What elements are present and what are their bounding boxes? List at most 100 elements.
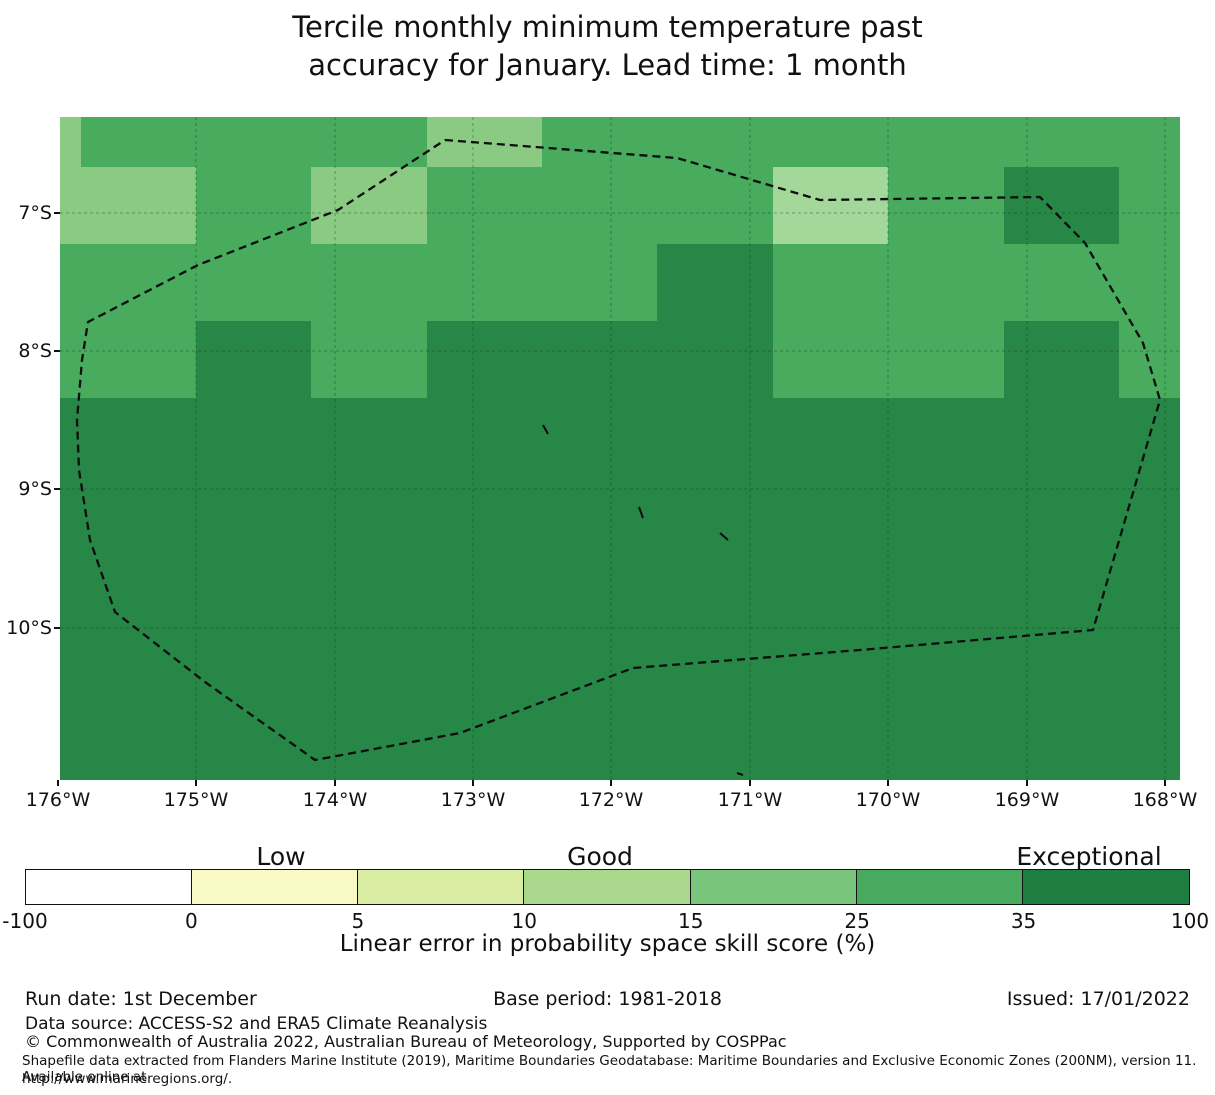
map-cell — [81, 551, 196, 628]
map-overlay — [60, 117, 1180, 780]
map-cell — [81, 398, 196, 474]
map-cell — [542, 117, 657, 167]
data-source-text: Data source: ACCESS-S2 and ERA5 Climate … — [25, 1014, 488, 1034]
map-cell — [427, 398, 542, 474]
colorbar-segment — [690, 870, 857, 904]
map-cell — [196, 321, 311, 398]
colorbar-segment — [856, 870, 1023, 904]
map-cell — [81, 167, 196, 244]
map-cell — [81, 474, 196, 551]
map-cell — [311, 244, 427, 321]
map-cell — [657, 117, 773, 167]
map-cell — [60, 117, 81, 167]
eez-boundary-line — [75, 138, 1162, 762]
map-cell — [542, 167, 657, 244]
map-cell — [427, 321, 542, 398]
map-cell — [657, 628, 773, 705]
colorbar-tick-label: 35 — [1010, 909, 1037, 933]
map-cell — [657, 705, 773, 780]
map-cell — [1004, 117, 1119, 167]
x-tick-label: 170°W — [855, 789, 921, 811]
island-coastline-mark — [719, 532, 729, 541]
map-cell — [196, 628, 311, 705]
map-cell — [311, 117, 427, 167]
x-tick-label: 174°W — [302, 789, 368, 811]
map-cell — [196, 167, 311, 244]
map-cell — [311, 705, 427, 780]
map-cell — [427, 705, 542, 780]
map-cell — [1004, 167, 1119, 244]
x-tick-label: 172°W — [578, 789, 644, 811]
map-cell — [1004, 244, 1119, 321]
map-cell — [888, 551, 1004, 628]
skill-map — [60, 117, 1180, 780]
x-tick-label: 175°W — [163, 789, 229, 811]
colorbar-category-label: Exceptional — [1016, 842, 1162, 871]
x-tick-label: 168°W — [1132, 789, 1198, 811]
map-cell — [60, 628, 81, 705]
map-cell — [773, 117, 888, 167]
colorbar — [25, 869, 1190, 905]
map-cell — [427, 628, 542, 705]
map-cell — [888, 321, 1004, 398]
map-cell — [1004, 628, 1119, 705]
colorbar-segment — [524, 870, 691, 904]
map-cell — [657, 321, 773, 398]
map-cell — [773, 551, 888, 628]
y-tick-label: 9°S — [18, 478, 52, 500]
map-cell — [427, 244, 542, 321]
map-cell — [311, 551, 427, 628]
island-coastline-mark — [542, 424, 549, 435]
x-tick-mark — [887, 780, 889, 786]
map-cell — [1119, 167, 1180, 244]
map-cell — [311, 474, 427, 551]
map-cell — [657, 244, 773, 321]
y-tick-mark — [54, 488, 60, 490]
x-tick-label: 176°W — [25, 789, 91, 811]
y-tick-label: 8°S — [18, 340, 52, 362]
map-cell — [1004, 398, 1119, 474]
colorbar-segment — [1022, 870, 1189, 904]
map-cell — [196, 398, 311, 474]
map-cell — [542, 551, 657, 628]
map-cell — [773, 705, 888, 780]
colorbar-tick-label: 25 — [844, 909, 870, 933]
map-cell — [81, 117, 196, 167]
map-cell — [1119, 244, 1180, 321]
map-cell — [60, 398, 81, 474]
map-cell — [888, 398, 1004, 474]
map-cell — [60, 321, 81, 398]
colorbar-tick-label: 100 — [1170, 909, 1210, 933]
map-cell — [196, 117, 311, 167]
map-cell — [542, 321, 657, 398]
island-coastline-mark — [736, 772, 744, 776]
island-coastline-mark — [638, 506, 644, 519]
x-tick-mark — [1164, 780, 1166, 786]
map-cell — [427, 551, 542, 628]
map-cell — [773, 244, 888, 321]
run-date-text: Run date: 1st December — [25, 988, 257, 1010]
map-cell — [1119, 117, 1180, 167]
map-cell — [542, 705, 657, 780]
map-cell — [196, 244, 311, 321]
colorbar-tick-label: 10 — [511, 909, 537, 933]
map-cell — [1004, 705, 1119, 780]
base-period-text: Base period: 1981-2018 — [493, 988, 722, 1010]
colorbar-tick-label: 15 — [677, 909, 704, 933]
map-cell — [60, 474, 81, 551]
y-tick-mark — [54, 350, 60, 352]
map-cell — [60, 551, 81, 628]
map-cell — [311, 628, 427, 705]
map-cell — [1119, 474, 1180, 551]
map-cell — [773, 474, 888, 551]
map-cell — [888, 705, 1004, 780]
map-cell — [1004, 321, 1119, 398]
map-cell — [81, 628, 196, 705]
map-cell — [773, 167, 888, 244]
map-cell — [1119, 705, 1180, 780]
map-cell — [657, 474, 773, 551]
x-tick-mark — [472, 780, 474, 786]
map-cell — [888, 244, 1004, 321]
colorbar-tick-label: -100 — [2, 909, 48, 933]
